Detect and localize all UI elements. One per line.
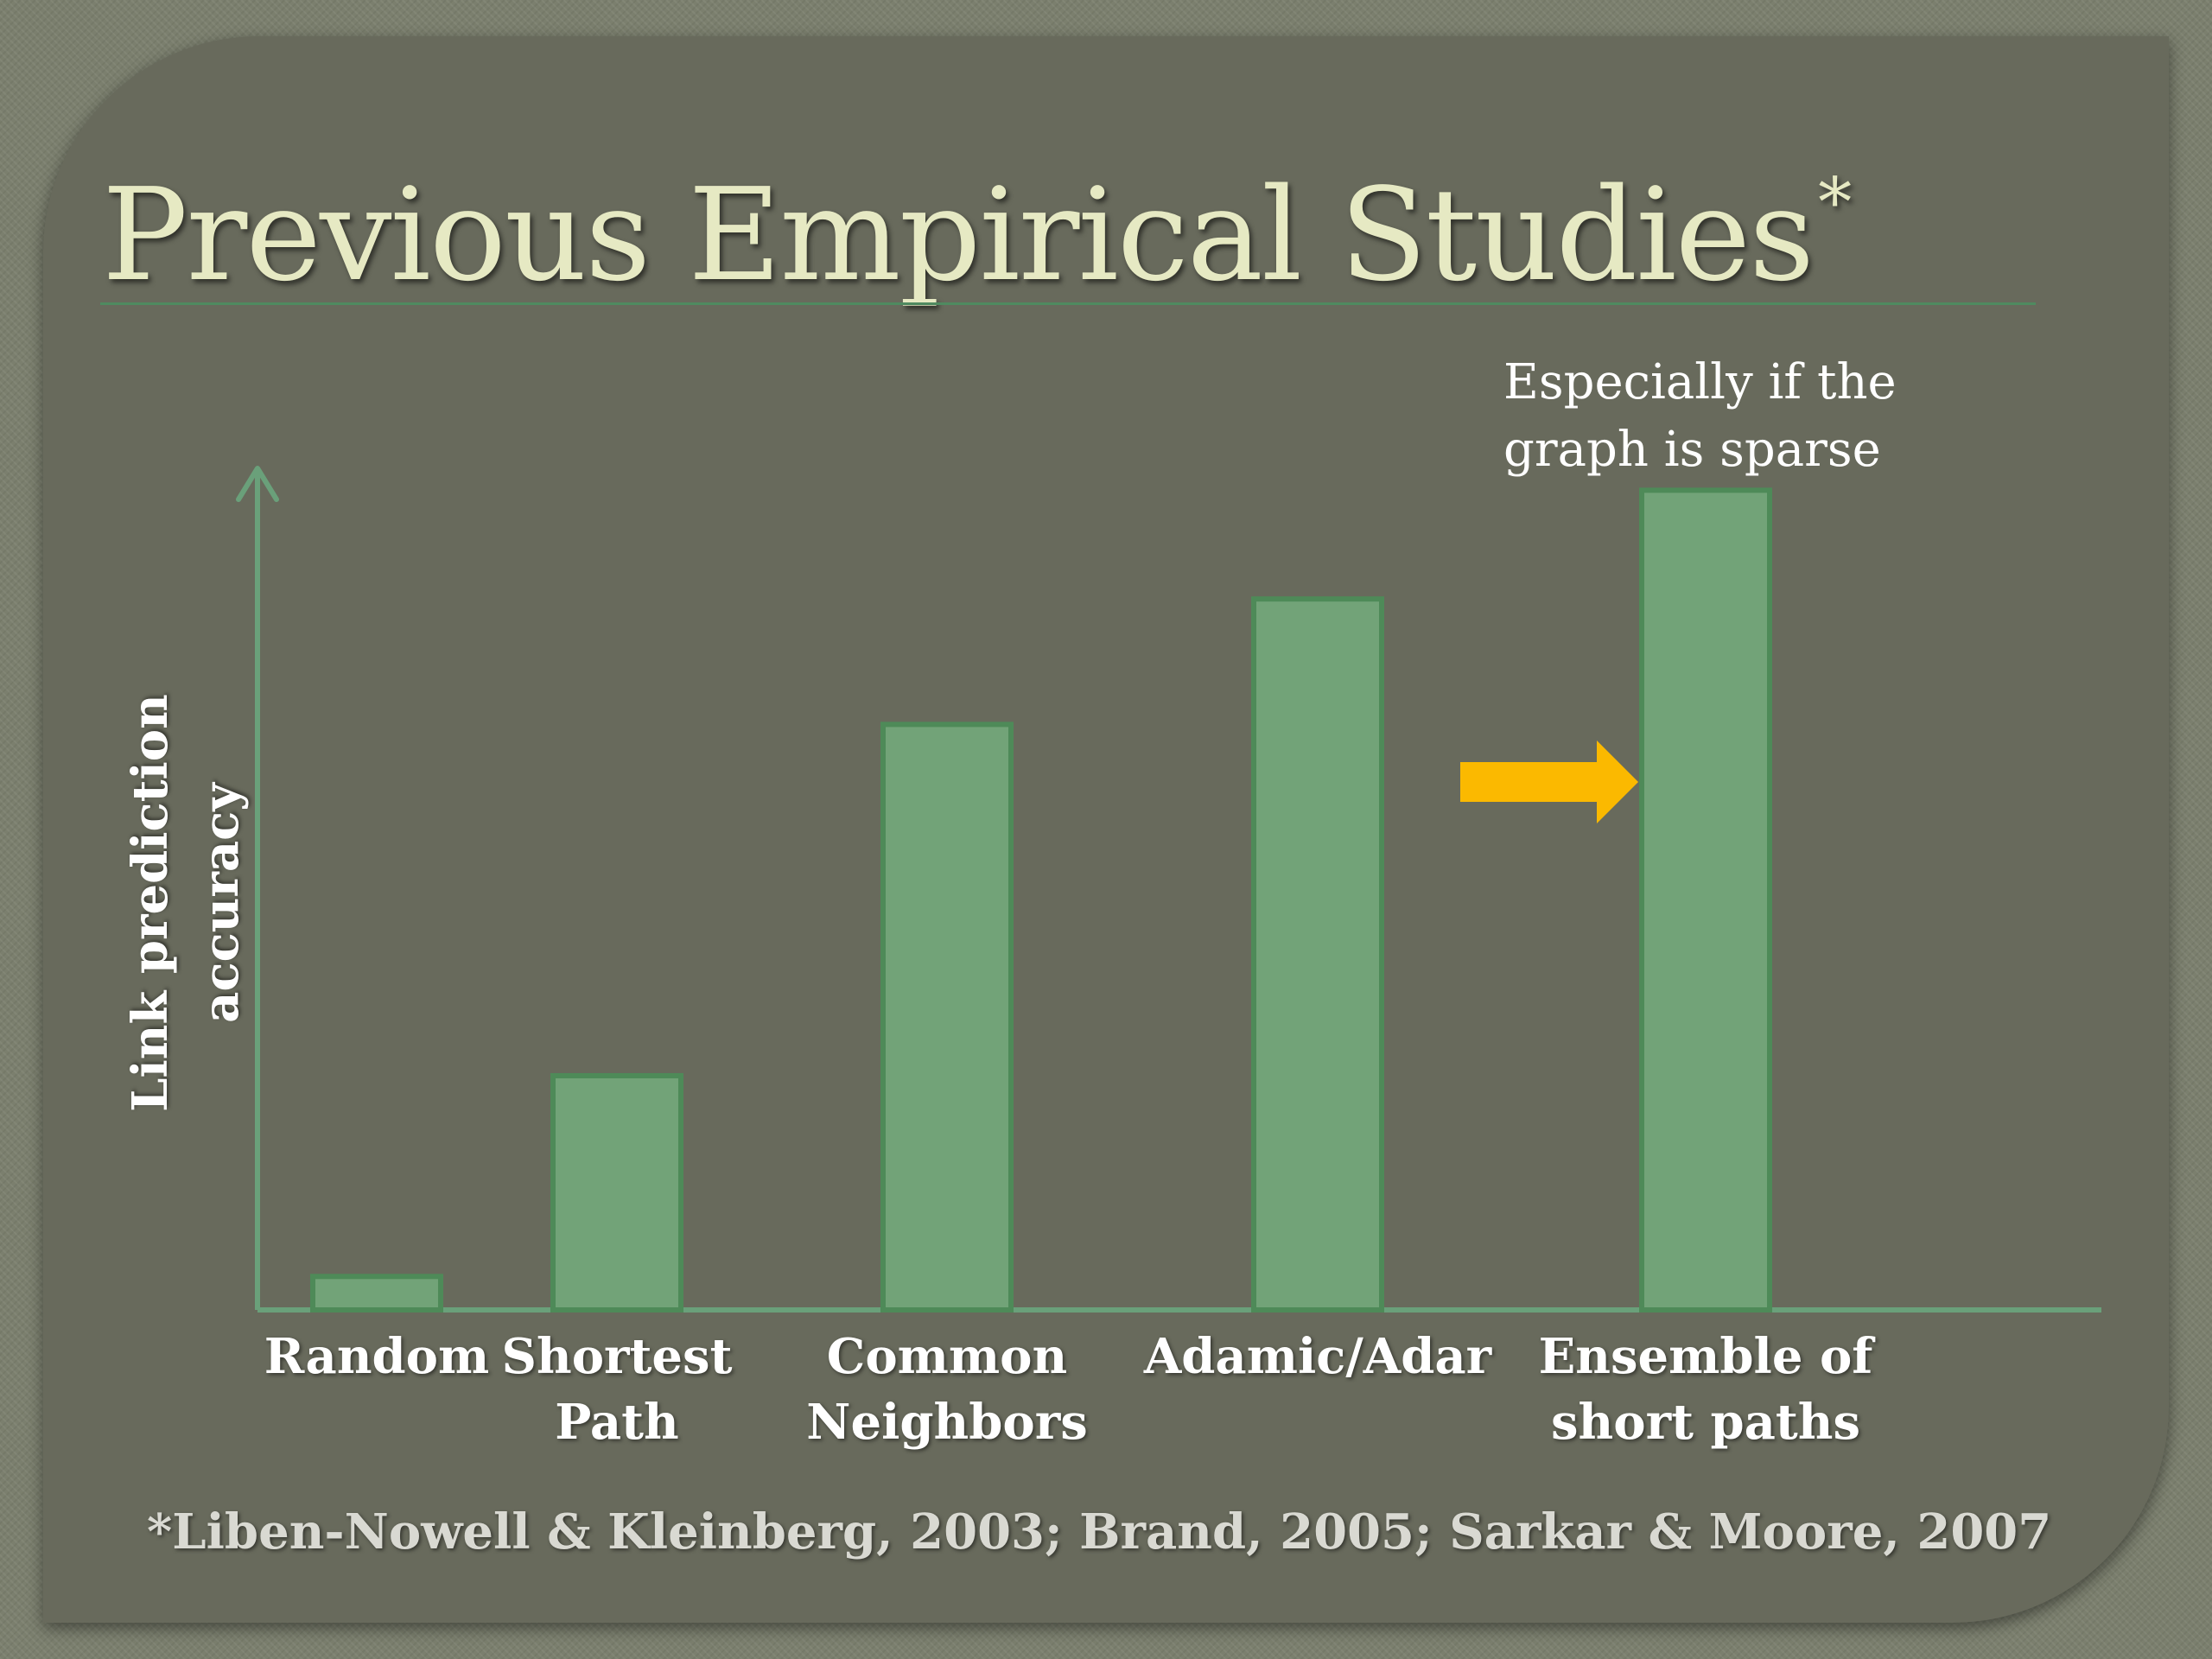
- category-label-line: Random: [264, 1328, 490, 1385]
- citation-footnote: *Liben-Nowell & Kleinberg, 2003; Brand, …: [147, 1503, 2052, 1560]
- slide-panel: [43, 36, 2169, 1623]
- title-divider: [100, 302, 2036, 305]
- bar-2: [880, 721, 1014, 1313]
- category-label-line: Path: [555, 1394, 679, 1451]
- category-label-line: short paths: [1550, 1394, 1860, 1451]
- slide-title-asterisk: *: [1818, 164, 1852, 242]
- category-label-2: Common Neighbors: [722, 1324, 1172, 1455]
- category-label-line: Adamic/Adar: [1143, 1328, 1492, 1385]
- category-label-0: Random: [152, 1324, 601, 1389]
- bar-4: [1639, 487, 1772, 1313]
- annotation-line: graph is sparse: [1503, 422, 1881, 478]
- bar-0: [310, 1274, 443, 1313]
- category-label-line: Common: [826, 1328, 1068, 1385]
- category-label-4: Ensemble of short paths: [1481, 1324, 1930, 1455]
- y-axis-label: Link prediction accuracy: [115, 644, 257, 1162]
- yellow-right-arrow: [1460, 741, 1638, 823]
- bar-1: [550, 1072, 683, 1313]
- category-label-line: Shortest: [501, 1328, 733, 1385]
- slide-title: Previous Empirical Studies*: [102, 130, 1852, 309]
- bar-3: [1251, 596, 1384, 1313]
- annotation-line: Especially if the: [1503, 354, 1897, 410]
- category-label-1: Shortest Path: [392, 1324, 842, 1455]
- slide-title-text: Previous Empirical Studies: [102, 161, 1815, 309]
- y-axis-label-line: Link prediction: [122, 694, 179, 1112]
- category-label-line: Ensemble of: [1538, 1328, 1873, 1385]
- y-axis-arrowhead: [236, 466, 279, 502]
- y-axis-label-line: accuracy: [193, 783, 250, 1023]
- category-label-3: Adamic/Adar: [1093, 1324, 1542, 1389]
- category-label-line: Neighbors: [806, 1394, 1088, 1451]
- sparse-graph-annotation: Especially if the graph is sparse: [1503, 349, 2039, 484]
